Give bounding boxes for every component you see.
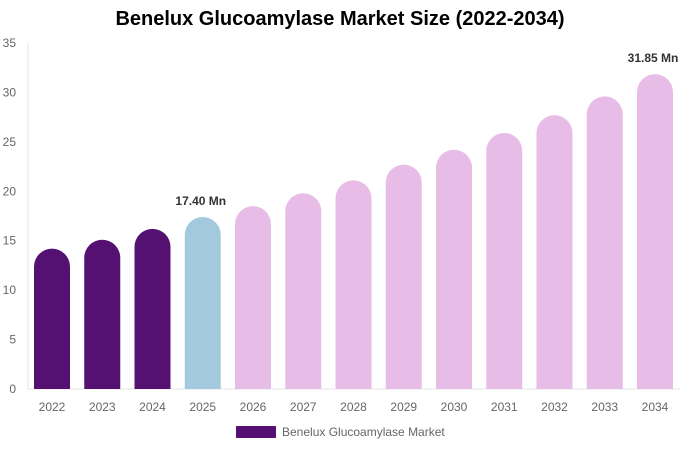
bar-2027 [285,193,322,389]
y-tick-label: 30 [3,85,17,99]
x-tick-label: 2025 [189,400,216,414]
x-tick-label: 2032 [541,400,568,414]
y-tick-label: 25 [3,135,17,149]
bar-2028 [335,180,372,389]
bar-2031 [486,132,523,389]
x-tick-label: 2033 [591,400,618,414]
x-tick-label: 2026 [240,400,267,414]
legend-swatch [236,426,276,438]
legend-label: Benelux Glucoamylase Market [282,425,445,439]
bar-2024 [134,228,171,389]
bar-2029 [385,164,422,389]
x-tick-label: 2034 [642,400,669,414]
x-tick-label: 2023 [89,400,116,414]
data-label: 31.85 Mn [628,51,679,65]
y-tick-label: 10 [3,283,17,297]
y-tick-label: 0 [9,382,16,396]
bar-2033 [586,96,623,389]
x-tick-label: 2027 [290,400,317,414]
bar-2023 [84,239,121,389]
bar-2026 [235,206,271,389]
x-tick-label: 2024 [139,400,166,414]
x-tick-label: 2022 [39,400,66,414]
x-tick-label: 2028 [340,400,367,414]
chart-title: Benelux Glucoamylase Market Size (2022-2… [115,8,565,30]
y-tick-label: 15 [3,234,17,248]
y-tick-label: 5 [9,333,16,347]
x-tick-label: 2029 [390,400,417,414]
data-label: 17.40 Mn [175,194,226,208]
bar-2032 [536,115,573,389]
y-tick-label: 35 [3,36,17,50]
x-tick-label: 2030 [441,400,468,414]
bar-2022 [34,248,70,389]
bar-2030 [436,149,472,389]
legend[interactable]: Benelux Glucoamylase Market [236,425,445,439]
y-tick-label: 20 [3,184,17,198]
x-tick-label: 2031 [491,400,518,414]
bar-2025 [184,216,221,389]
bar-2034 [637,74,673,389]
